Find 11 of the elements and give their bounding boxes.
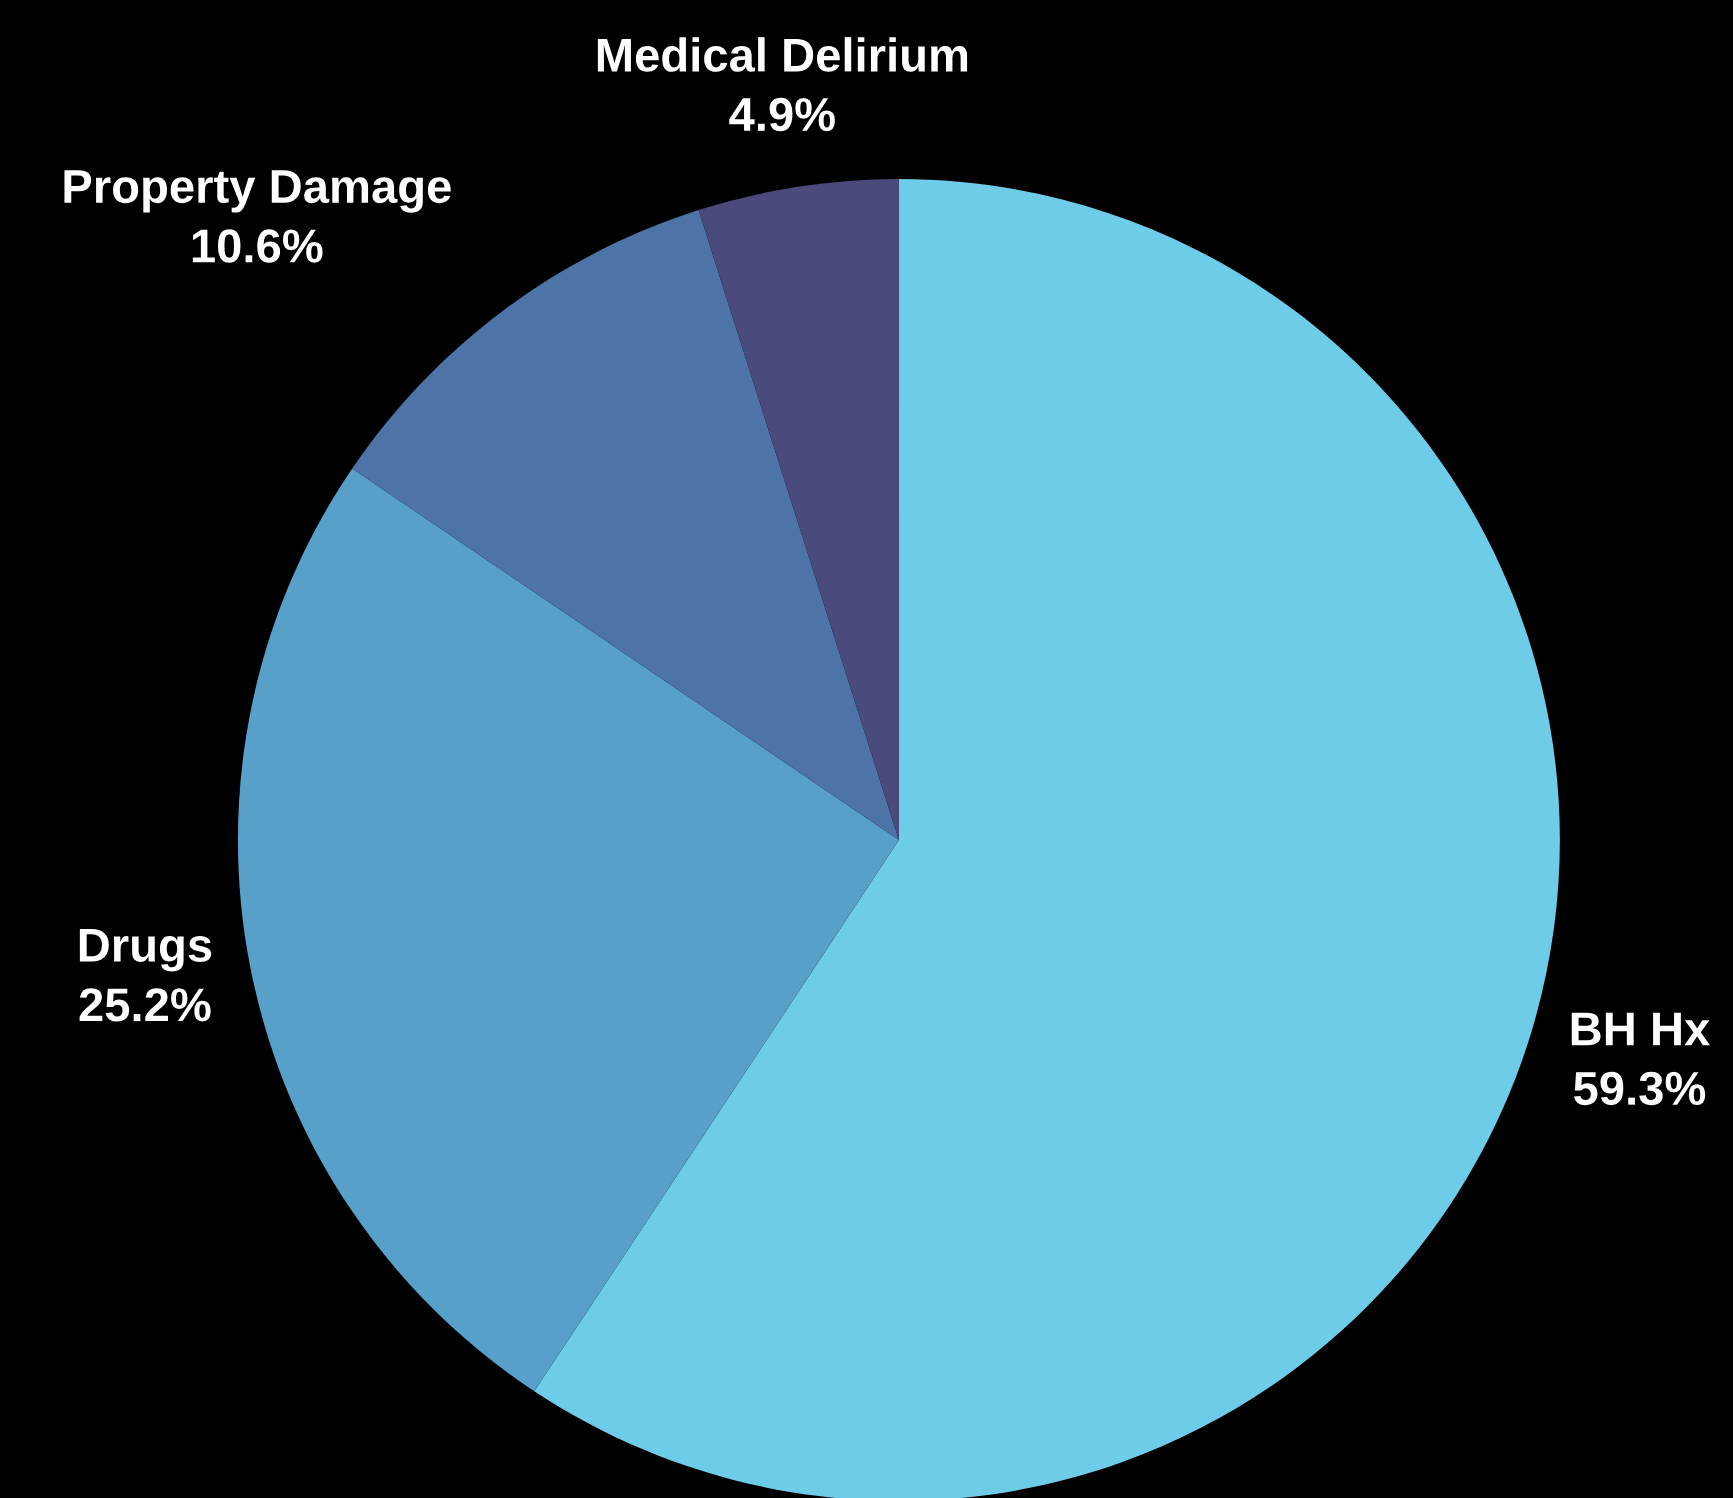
data-label: 59.3% xyxy=(1573,1071,1706,1106)
pie-slice xyxy=(237,468,899,1392)
slice-label: Property Damage xyxy=(64,170,451,213)
data-label: 4.9% xyxy=(729,97,835,132)
slice-label: Medical Delirium xyxy=(597,37,968,72)
data-label: 25.2% xyxy=(79,988,211,1022)
slice-label: BH Hx xyxy=(1571,1012,1710,1046)
slice-label: Drugs xyxy=(79,929,212,972)
data-label: 10.6% xyxy=(192,229,323,263)
pie-slice xyxy=(534,179,1560,1498)
pie-slice xyxy=(698,179,899,840)
